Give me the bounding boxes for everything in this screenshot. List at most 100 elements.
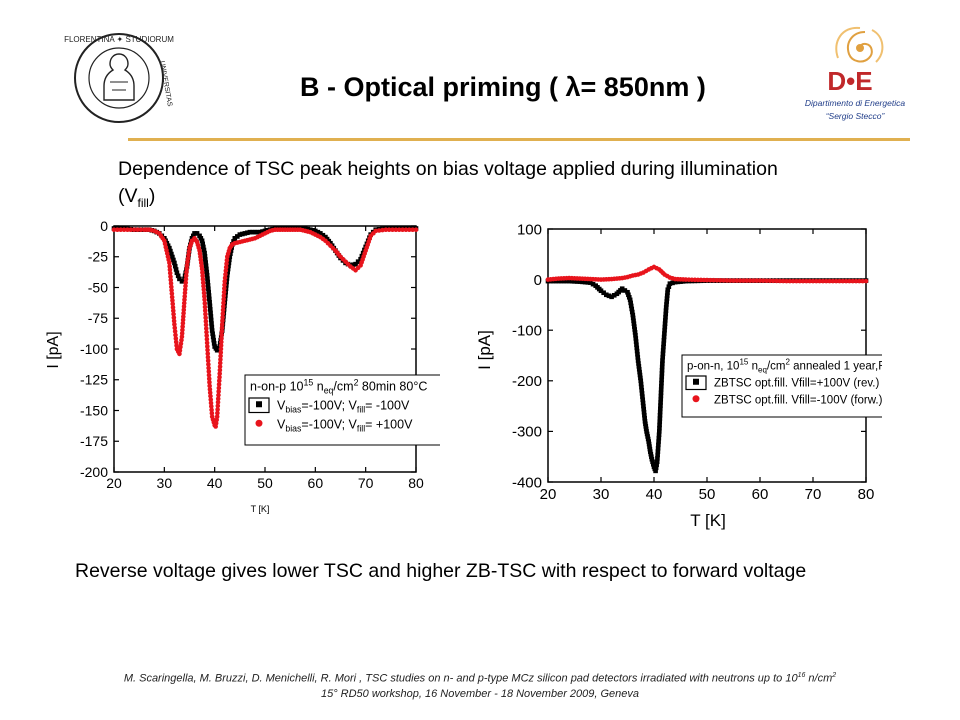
data-point [396, 227, 402, 232]
data-point [125, 227, 130, 232]
series-1 [545, 264, 869, 284]
data-point [757, 278, 763, 283]
de-line1: Dipartimento di Energetica [805, 98, 905, 108]
data-point [218, 343, 224, 348]
data-point [237, 232, 243, 237]
data-point [655, 456, 660, 461]
data-point [207, 299, 212, 305]
data-point [216, 389, 221, 394]
data-point [817, 278, 822, 284]
y-tick-label: -200 [80, 464, 108, 480]
y-tick-label: -400 [512, 474, 542, 491]
data-point [665, 290, 670, 295]
data-point [135, 227, 140, 232]
data-point [179, 337, 184, 343]
data-point [173, 339, 179, 345]
data-point [223, 264, 229, 270]
data-point [629, 306, 635, 312]
data-point [169, 251, 174, 257]
data-point [640, 400, 646, 406]
data-point [635, 355, 641, 360]
data-point [737, 278, 743, 283]
data-point [658, 390, 664, 396]
data-point [217, 371, 222, 376]
data-point [205, 279, 211, 285]
data-point [219, 336, 224, 341]
data-point [625, 289, 630, 295]
data-point [209, 404, 214, 409]
y-tick-label: -200 [512, 373, 542, 390]
data-point [393, 227, 399, 232]
data-point [179, 331, 185, 336]
legend-marker [693, 378, 699, 385]
data-point [222, 279, 228, 284]
data-point [208, 393, 213, 399]
data-point [659, 384, 664, 389]
data-point [751, 278, 756, 283]
data-point [201, 283, 206, 289]
data-point [644, 431, 650, 437]
data-point [200, 280, 206, 286]
conclusion-text: Reverse voltage gives lower TSC and high… [75, 560, 807, 582]
data-point [660, 351, 666, 357]
data-point [636, 361, 641, 366]
data-point [373, 228, 379, 234]
data-point [186, 249, 192, 254]
data-point [177, 351, 182, 357]
data-point [787, 278, 793, 284]
data-point [390, 227, 395, 232]
data-point [226, 260, 232, 266]
data-point [197, 233, 202, 239]
data-point [202, 301, 208, 306]
data-point [638, 375, 643, 381]
data-point [220, 314, 225, 320]
data-point [659, 377, 664, 383]
x-tick-label: 30 [157, 475, 173, 491]
data-point [180, 317, 186, 323]
data-point [171, 315, 177, 320]
data-point [308, 227, 313, 232]
data-point [661, 344, 666, 350]
data-point [657, 429, 662, 434]
data-point [220, 304, 226, 309]
data-point [208, 310, 213, 316]
legend-label: ZBTSC opt.fill. Vfill=+100V (rev.) [714, 378, 879, 390]
legend: n-on-p 1015 neq/cm2 80min 80°C Vbias=-100… [244, 374, 440, 446]
data-point [170, 301, 176, 307]
data-point [609, 294, 614, 300]
data-point [173, 267, 179, 272]
data-point [606, 293, 612, 299]
x-tick-label: 30 [593, 486, 610, 503]
data-point [634, 345, 640, 351]
data-point [641, 406, 647, 412]
data-point [185, 259, 190, 265]
data-point [218, 346, 224, 352]
data-point [731, 278, 736, 283]
data-point [216, 385, 222, 391]
x-tick-label: 70 [805, 486, 822, 503]
data-point [235, 234, 240, 239]
data-point [219, 329, 225, 334]
data-point [660, 354, 666, 360]
data-point [200, 241, 206, 247]
data-point [662, 324, 668, 330]
data-point [658, 387, 664, 392]
data-point [170, 254, 175, 260]
data-point [721, 278, 726, 283]
data-point [222, 275, 228, 281]
data-point [173, 336, 179, 341]
data-point [305, 226, 311, 232]
data-point [635, 351, 640, 357]
data-point [224, 261, 229, 267]
data-point [566, 278, 572, 284]
de-department-logo: D•E Dipartimento di Energetica “Sergio S… [805, 26, 905, 121]
data-point [207, 380, 212, 385]
data-point [200, 270, 205, 275]
legend-header: n-on-p 1015 neq/cm2 80min 80°C [250, 378, 427, 396]
data-point [221, 296, 226, 302]
data-point [639, 391, 645, 396]
data-point [853, 278, 859, 284]
series-1 [111, 227, 419, 429]
y-tick-label: -175 [80, 433, 108, 449]
y-tick-label: 0 [100, 218, 108, 234]
